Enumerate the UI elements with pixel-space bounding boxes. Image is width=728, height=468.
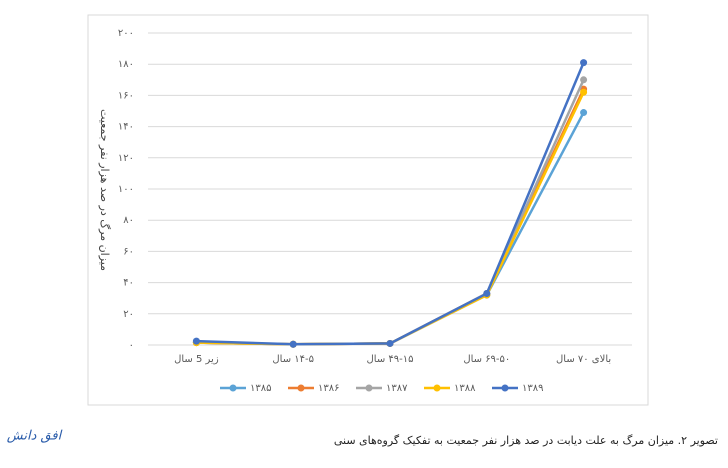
data-point: [192, 337, 200, 345]
legend-label: ۱۳۸۸: [454, 383, 476, 394]
y-tick-label: ۰: [129, 340, 134, 351]
y-tick-label: ۲۰: [123, 309, 134, 320]
data-point: [386, 339, 394, 347]
legend-marker: [433, 384, 441, 392]
legend-label: ۱۳۸۹: [522, 383, 543, 394]
y-tick-label: ۱۸۰: [118, 59, 134, 70]
y-tick-label: ۶۰: [123, 246, 134, 257]
y-tick-label: ۱۰۰: [118, 184, 134, 195]
legend-marker: [229, 384, 237, 392]
data-point: [580, 109, 588, 117]
caption: تصویر ۲. میزان مرگ به علت دیابت در صد هز…: [334, 434, 718, 447]
legend-marker: [297, 384, 305, 392]
y-tick-label: ۱۶۰: [118, 90, 134, 101]
legend-label: ۱۳۸۷: [386, 383, 408, 394]
data-point: [580, 76, 588, 84]
y-tick-label: ۱۴۰: [118, 122, 134, 133]
legend-marker: [501, 384, 509, 392]
y-tick-label: ۸۰: [123, 215, 134, 226]
x-tick-label: ۴۹-۱۵ سال: [367, 354, 414, 365]
x-tick-label: ۶۹-۵۰ سال: [463, 354, 510, 365]
x-tick-label: زیر 5 سال: [174, 354, 219, 365]
chart-frame: [87, 14, 649, 406]
y-tick-label: ۴۰: [123, 278, 134, 289]
data-point: [289, 340, 297, 348]
y-axis-label: میزان مرگ در صد هزار نفر جمعیت: [98, 109, 111, 271]
data-point: [483, 290, 491, 298]
legend-label: ۱۳۸۵: [250, 383, 271, 394]
y-tick-label: ۱۲۰: [118, 153, 134, 164]
legend-marker: [365, 384, 373, 392]
data-point: [580, 88, 588, 96]
legend-label: ۱۳۸۶: [318, 383, 339, 394]
logo: افق دانش: [7, 429, 63, 444]
data-point: [580, 59, 588, 67]
y-tick-label: ۲۰۰: [118, 28, 134, 39]
x-tick-label: بالای ۷۰ سال: [556, 354, 611, 365]
x-tick-label: ۱۴-۵ سال: [272, 354, 314, 365]
